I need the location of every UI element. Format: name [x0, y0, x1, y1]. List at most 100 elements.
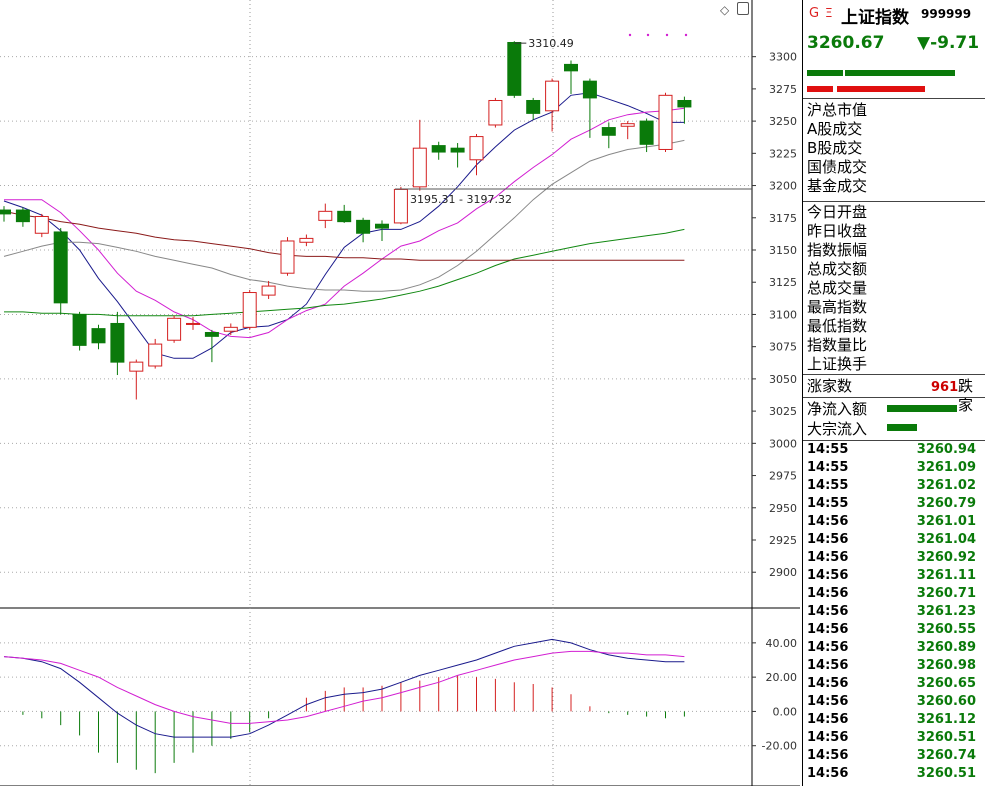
tick-value: 3260.60 — [916, 694, 976, 709]
tick-time: 14:56 — [807, 532, 849, 547]
candle-down — [72, 313, 87, 346]
ma-line — [3, 139, 685, 292]
tick-value: 3260.98 — [916, 658, 976, 673]
signal-dot — [628, 33, 632, 37]
menu-icon[interactable]: Ξ — [825, 6, 833, 20]
candlestick-series — [0, 41, 692, 400]
macd-tick-label: 40.00 — [766, 637, 798, 650]
tick-time: 14:55 — [807, 496, 849, 511]
stat-label: 国债成交 — [807, 158, 868, 176]
tick-row: 14:56 3260.89 — [803, 640, 985, 658]
candle-up — [658, 94, 673, 150]
tick-time: 14:56 — [807, 712, 849, 727]
candle-up — [393, 188, 408, 224]
stat-label: 指数量比 — [807, 336, 868, 354]
candle-up — [620, 123, 635, 127]
g-icon[interactable]: G — [809, 6, 820, 21]
macd-tick-label: 0.00 — [773, 705, 798, 718]
candle-up — [148, 343, 163, 367]
candle-up — [34, 215, 49, 234]
tick-time: 14:56 — [807, 676, 849, 691]
price-tick-label: 3200 — [769, 180, 797, 193]
macd-dea-line — [3, 650, 685, 724]
candle-up — [545, 80, 560, 112]
price-tick-label: 3175 — [769, 212, 797, 225]
block-inflow-bar — [887, 424, 917, 431]
tick-row: 14:56 3261.23 — [803, 604, 985, 622]
price-tick-label: 3225 — [769, 147, 797, 160]
tick-value: 3261.09 — [916, 460, 976, 475]
tick-time: 14:56 — [807, 640, 849, 655]
signal-dot — [684, 33, 688, 37]
candle-up — [299, 237, 314, 243]
stat-label: B股成交 — [807, 139, 863, 157]
tick-row: 14:56 3261.11 — [803, 568, 985, 586]
tick-time: 14:56 — [807, 586, 849, 601]
candle-down — [564, 63, 578, 72]
ma-line — [3, 210, 685, 261]
candle-up — [186, 322, 200, 325]
index-change: ▼-9.71 — [917, 33, 980, 53]
candle-down — [356, 219, 371, 234]
candle-down — [450, 147, 465, 153]
price-tick-label: 2900 — [769, 566, 797, 579]
tick-row: 14:55 3260.94 — [803, 442, 985, 460]
diamond-icon[interactable]: ◇ — [720, 3, 730, 17]
index-name: 上证指数 — [841, 8, 909, 28]
tick-row: 14:56 3260.51 — [803, 730, 985, 748]
stat-label: 指数振幅 — [807, 241, 868, 259]
tick-time: 14:56 — [807, 748, 849, 763]
tick-value: 3260.92 — [916, 550, 976, 565]
candle-down — [507, 41, 522, 96]
divider — [803, 397, 985, 398]
price-tick-label: 3300 — [769, 51, 797, 64]
tick-row: 14:56 3261.01 — [803, 514, 985, 532]
candle-down — [53, 231, 68, 304]
tick-value: 3260.71 — [916, 586, 976, 601]
volume-bar-green-b — [845, 70, 955, 76]
candle-down — [15, 209, 30, 223]
stat-label: A股成交 — [807, 120, 863, 138]
kline-chart[interactable]: 3310.49 3195.31 - 3197.32 3300 3275 3250 322… — [0, 0, 800, 786]
tick-value: 3260.74 — [916, 748, 976, 763]
tick-time: 14:56 — [807, 514, 849, 529]
chart-grid — [0, 0, 800, 786]
candle-up — [223, 326, 238, 332]
signal-dot — [665, 33, 669, 37]
macd-diff-line — [3, 638, 685, 738]
quote-sidebar: G Ξ 上证指数 999999 3260.67 ▼-9.71 沪总市值 A股成交 B… — [802, 0, 985, 786]
tick-time: 14:55 — [807, 442, 849, 457]
tick-time: 14:56 — [807, 766, 849, 781]
candle-down — [375, 223, 389, 229]
candle-up — [412, 147, 427, 188]
rise-count-value: 961 — [931, 380, 959, 395]
stat-label: 基金成交 — [807, 177, 868, 195]
macd-tick-label: 20.00 — [766, 671, 798, 684]
candle-up — [469, 136, 484, 161]
macd-panel: 40.00 20.00 0.00 -20.00 — [0, 637, 798, 774]
net-inflow-label: 净流入额 — [807, 400, 868, 418]
candle-up — [129, 361, 144, 372]
candle-down — [110, 322, 125, 363]
tick-value: 3261.01 — [916, 514, 976, 529]
candle-down — [677, 99, 692, 108]
ma-line — [4, 228, 685, 317]
candle-up — [167, 317, 182, 341]
tick-value: 3260.65 — [916, 676, 976, 691]
price-tick-label: 2975 — [769, 470, 797, 483]
volume-bar-red-a — [807, 86, 833, 92]
window-toggle-icon[interactable] — [737, 2, 749, 15]
tick-value: 3261.23 — [916, 604, 976, 619]
index-price: 3260.67 — [807, 33, 885, 53]
tick-row: 14:56 3260.55 — [803, 622, 985, 640]
tick-value: 3260.55 — [916, 622, 976, 637]
candle-up — [488, 99, 503, 126]
divider — [803, 201, 985, 202]
price-tick-label: 2925 — [769, 534, 797, 547]
net-inflow-bar — [887, 405, 957, 412]
stat-label: 今日开盘 — [807, 203, 868, 221]
candle-up — [318, 210, 333, 221]
tick-row: 14:56 3260.92 — [803, 550, 985, 568]
index-code: 999999 — [921, 7, 972, 21]
tick-row: 14:55 3260.79 — [803, 496, 985, 514]
